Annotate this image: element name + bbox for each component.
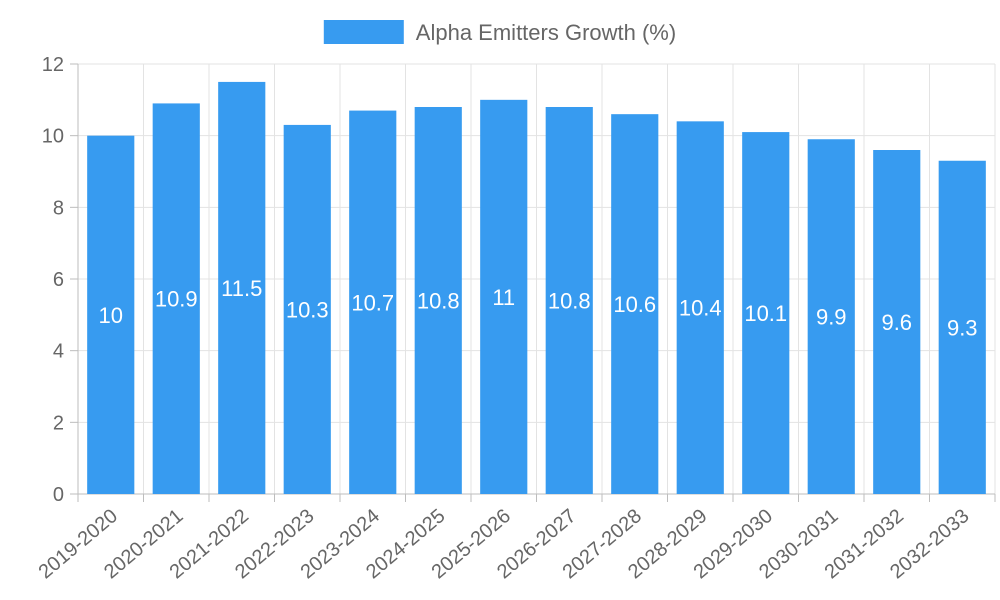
data-label-2025-2026: 11 — [492, 285, 515, 310]
data-label-2026-2027: 10.8 — [548, 289, 591, 314]
y-tick-label: 12 — [42, 54, 64, 76]
data-label-2028-2029: 10.4 — [679, 296, 722, 321]
bar-2027-2028[interactable] — [611, 114, 659, 495]
y-tick-label: 6 — [53, 269, 64, 291]
y-tick-label: 8 — [53, 197, 64, 219]
data-label-2031-2032: 9.6 — [881, 310, 912, 335]
data-label-2032-2033: 9.3 — [947, 315, 978, 340]
grid — [77, 63, 996, 495]
bar-2031-2032[interactable] — [873, 150, 921, 494]
data-label-2027-2028: 10.6 — [613, 292, 656, 317]
y-tick-label: 0 — [53, 484, 64, 506]
data-labels: 10 10.9 11.5 10.3 10.7 10.8 11 10.8 10.6 10.4 10.1… — [99, 276, 978, 340]
bar-2019-2020[interactable] — [87, 135, 135, 494]
bar-2030-2031[interactable] — [807, 139, 855, 494]
bar-2024-2025[interactable] — [414, 107, 462, 494]
bar-2026-2027[interactable] — [545, 107, 593, 494]
bar-2028-2029[interactable] — [676, 121, 724, 494]
data-label-2030-2031: 9.9 — [816, 305, 847, 330]
legend-swatch[interactable] — [323, 20, 404, 44]
y-tick-label: 10 — [42, 126, 64, 148]
legend-label[interactable]: Alpha Emitters Growth (%) — [416, 20, 676, 45]
bar-2022-2023[interactable] — [283, 124, 331, 495]
data-label-2020-2021: 10.9 — [155, 287, 198, 312]
legend[interactable]: Alpha Emitters Growth (%) — [323, 20, 676, 45]
data-label-2022-2023: 10.3 — [286, 297, 329, 322]
data-label-2029-2030: 10.1 — [744, 301, 787, 326]
data-label-2023-2024: 10.7 — [351, 290, 394, 315]
data-label-2019-2020: 10 — [99, 303, 123, 328]
bar-2032-2033[interactable] — [938, 160, 986, 494]
data-label-2024-2025: 10.8 — [417, 289, 460, 314]
bar-2023-2024[interactable] — [349, 110, 397, 494]
data-label-2021-2022: 11.5 — [221, 276, 262, 301]
bar-2029-2030[interactable] — [742, 132, 790, 495]
y-tick-label: 2 — [53, 412, 64, 434]
bar-2021-2022[interactable] — [218, 81, 266, 495]
bars — [87, 81, 986, 495]
bar-2020-2021[interactable] — [152, 103, 200, 495]
y-tick-label: 4 — [53, 341, 64, 363]
bar-2025-2026[interactable] — [480, 99, 528, 494]
